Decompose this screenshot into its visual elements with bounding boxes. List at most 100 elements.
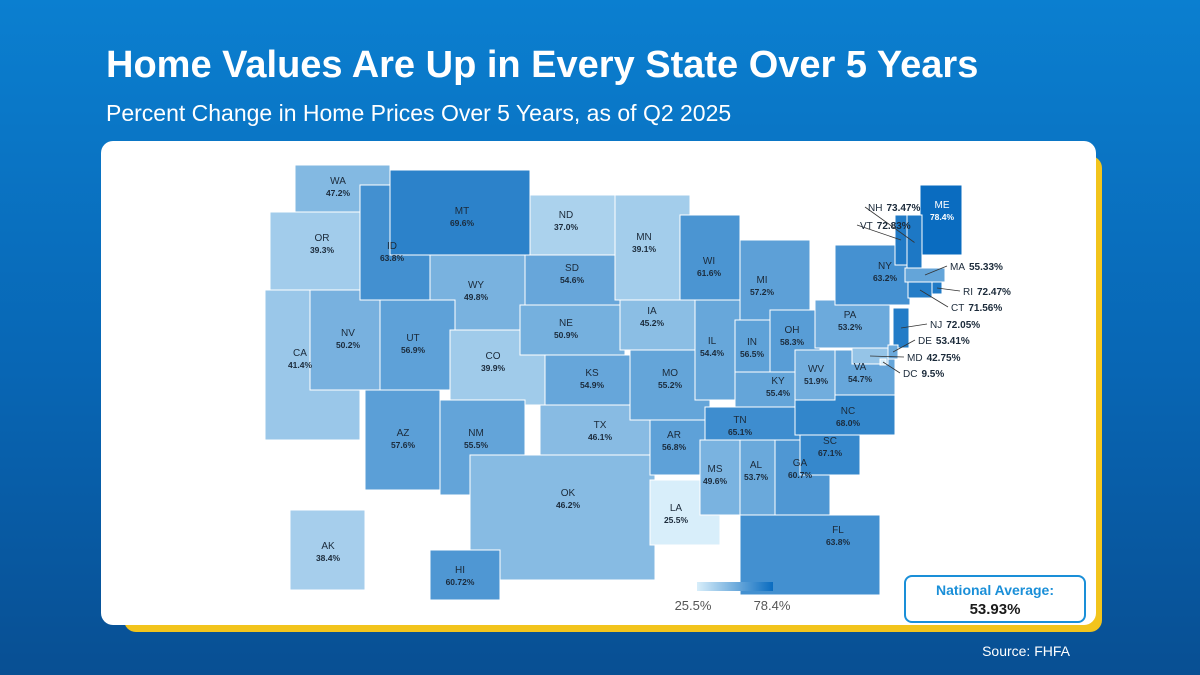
- state-value: 53.41%: [936, 336, 970, 347]
- state-abbr: TN: [733, 415, 746, 426]
- state-callout: DC 9.5%: [903, 369, 944, 380]
- state-abbr: AL: [750, 460, 763, 471]
- state-abbr: WI: [703, 256, 715, 267]
- state-value: 72.47%: [977, 287, 1011, 298]
- title: Home Values Are Up in Every State Over 5…: [106, 44, 979, 86]
- leader-line: [900, 323, 928, 329]
- state-value: 49.6%: [703, 476, 728, 486]
- state-value: 73.47%: [886, 203, 920, 214]
- state-abbr: NE: [559, 318, 573, 329]
- leader-line: [882, 361, 901, 374]
- state-value: 54.4%: [700, 348, 725, 358]
- state-value: 57.2%: [750, 287, 775, 297]
- state-abbr: PA: [844, 310, 857, 321]
- leader-line: [936, 287, 961, 292]
- leader-line: [919, 289, 949, 308]
- state-abbr: NY: [878, 261, 892, 272]
- state-abbr: CT: [951, 303, 964, 314]
- state-callout: MD 42.75%: [907, 353, 961, 364]
- legend-max: 78.4%: [754, 598, 791, 613]
- state-abbr: WA: [330, 176, 346, 187]
- state-value: 54.6%: [560, 275, 585, 285]
- state-abbr: FL: [832, 525, 844, 536]
- state-value: 55.4%: [766, 388, 791, 398]
- state-abbr: NV: [341, 328, 355, 339]
- state: [739, 239, 811, 321]
- state-abbr: KY: [771, 376, 785, 387]
- state-callout: VT 72.83%: [860, 221, 911, 232]
- state-value: 53.2%: [838, 322, 863, 332]
- state-abbr: ME: [935, 200, 950, 211]
- state-value: 39.9%: [481, 363, 506, 373]
- state-value: 42.75%: [927, 353, 961, 364]
- leader-line: [864, 206, 915, 243]
- legend-min: 25.5%: [675, 598, 712, 613]
- state-value: 41.4%: [288, 360, 313, 370]
- state-abbr: LA: [670, 503, 683, 514]
- state-value: 56.9%: [401, 345, 426, 355]
- state-abbr: MO: [662, 368, 678, 379]
- state-value: 53.7%: [744, 472, 769, 482]
- state-value: 55.5%: [464, 440, 489, 450]
- source: Source: FHFA: [982, 643, 1070, 659]
- state-abbr: KS: [585, 368, 599, 379]
- state-value: 63.2%: [873, 273, 898, 283]
- state-abbr: DC: [903, 369, 917, 380]
- state-value: 60.72%: [446, 577, 475, 587]
- state-abbr: NC: [841, 406, 855, 417]
- state: [799, 429, 861, 476]
- state-value: 63.8%: [826, 537, 851, 547]
- state-abbr: AK: [321, 541, 335, 552]
- state-value: 60.7%: [788, 470, 813, 480]
- state: [739, 514, 881, 596]
- state-abbr: OR: [315, 233, 330, 244]
- state-value: 71.56%: [968, 303, 1002, 314]
- state-abbr: MA: [950, 262, 965, 273]
- state: [364, 389, 441, 491]
- state-value: 72.05%: [946, 320, 980, 331]
- state-abbr: VT: [860, 221, 873, 232]
- state-value: 37.0%: [554, 222, 579, 232]
- state: [794, 394, 896, 436]
- state-abbr: GA: [793, 458, 808, 469]
- state-value: 56.8%: [662, 442, 687, 452]
- state: [469, 454, 656, 581]
- state-abbr: IL: [708, 336, 717, 347]
- state-value: 61.6%: [697, 268, 722, 278]
- state-abbr: IN: [747, 337, 757, 348]
- state-abbr: RI: [963, 287, 973, 298]
- state-abbr: MT: [455, 206, 469, 217]
- state: [309, 289, 381, 391]
- state: [919, 184, 963, 256]
- state-abbr: AR: [667, 430, 681, 441]
- state: [529, 194, 616, 256]
- state-value: 25.5%: [664, 515, 689, 525]
- state-callout: RI 72.47%: [963, 287, 1011, 298]
- state-abbr: NM: [468, 428, 484, 439]
- state-abbr: NJ: [930, 320, 942, 331]
- subtitle: Percent Change in Home Prices Over 5 Yea…: [106, 100, 732, 126]
- state-value: 72.83%: [877, 221, 911, 232]
- state-value: 63.8%: [380, 253, 405, 263]
- state-abbr: NH: [868, 203, 882, 214]
- state-value: 55.33%: [969, 262, 1003, 273]
- state-value: 39.1%: [632, 244, 657, 254]
- state-abbr: AZ: [397, 428, 410, 439]
- state-value: 50.9%: [554, 330, 579, 340]
- leader-line: [869, 355, 905, 358]
- state-abbr: MI: [756, 275, 767, 286]
- state-callout: NJ 72.05%: [930, 320, 980, 331]
- state-value: 67.1%: [818, 448, 843, 458]
- national-average-label: National Average:: [936, 582, 1054, 598]
- state-value: 49.8%: [464, 292, 489, 302]
- state-value: 55.2%: [658, 380, 683, 390]
- state: [614, 194, 691, 301]
- state-value: 56.5%: [740, 349, 765, 359]
- leader-line: [924, 265, 948, 276]
- state-value: 78.4%: [930, 212, 955, 222]
- state-abbr: DE: [918, 336, 932, 347]
- state-value: 65.1%: [728, 427, 753, 437]
- state-value: 46.2%: [556, 500, 581, 510]
